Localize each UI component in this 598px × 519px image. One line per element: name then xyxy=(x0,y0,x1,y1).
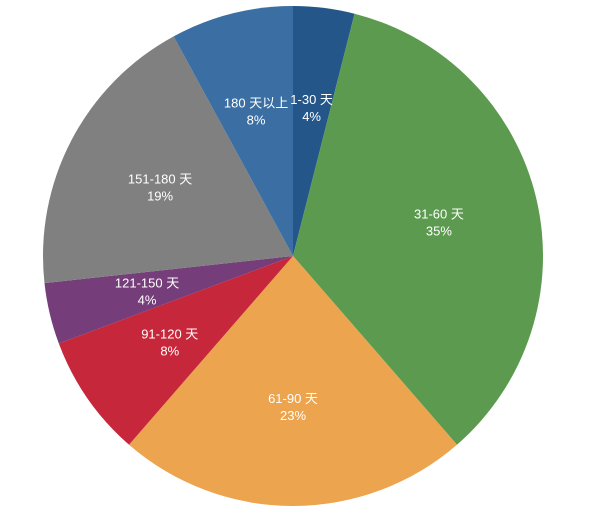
slice-category-label: 91-120 天 xyxy=(141,327,198,342)
slice-percent-label: 4% xyxy=(138,293,157,308)
slice-percent-label: 19% xyxy=(147,188,173,203)
slice-percent-label: 35% xyxy=(426,223,452,238)
pie-slice xyxy=(58,256,294,445)
slice-category-label: 121-150 天 xyxy=(115,276,179,291)
pie-slice xyxy=(293,6,355,256)
slice-percent-label: 8% xyxy=(160,344,179,359)
pie-slices xyxy=(43,6,544,506)
slice-category-label: 1-30 天 xyxy=(290,92,333,107)
pie-slice xyxy=(129,256,457,506)
pie-slice xyxy=(44,256,293,344)
slice-category-label: 151-180 天 xyxy=(128,171,192,186)
pie-labels: 1-30 天 4% 31-60 天 35% 61-90 天 23% 91-120 天 8% 12… xyxy=(115,92,464,423)
slice-percent-label: 4% xyxy=(302,109,321,124)
slice-percent-label: 23% xyxy=(280,408,306,423)
pie-slice xyxy=(293,13,544,445)
slice-category-label: 31-60 天 xyxy=(414,206,464,221)
slice-category-label: 61-90 天 xyxy=(268,391,318,406)
slice-percent-label: 8% xyxy=(247,113,266,128)
pie-slice xyxy=(43,36,293,284)
pie-slice xyxy=(173,6,293,256)
slice-category-label: 180 天以上 xyxy=(224,96,288,111)
